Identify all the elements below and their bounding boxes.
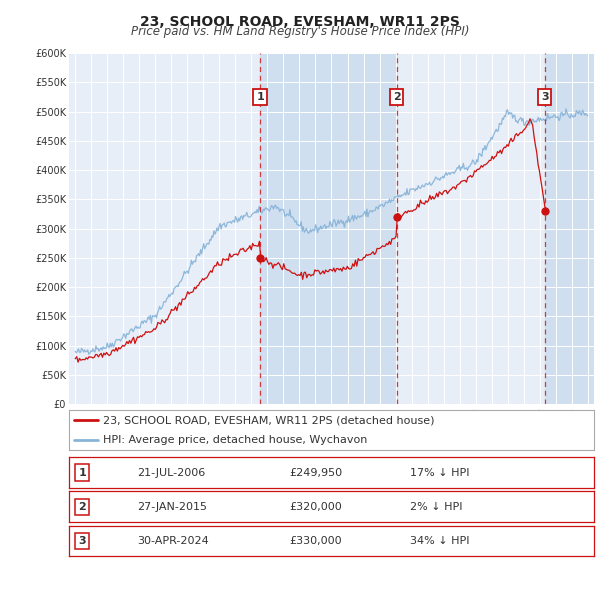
Text: 3: 3 — [79, 536, 86, 546]
Text: 17% ↓ HPI: 17% ↓ HPI — [410, 468, 470, 477]
Text: 3: 3 — [541, 92, 548, 102]
Text: 2: 2 — [393, 92, 401, 102]
Text: 23, SCHOOL ROAD, EVESHAM, WR11 2PS: 23, SCHOOL ROAD, EVESHAM, WR11 2PS — [140, 15, 460, 29]
Text: 34% ↓ HPI: 34% ↓ HPI — [410, 536, 470, 546]
Bar — [545, 53, 594, 404]
Text: 30-APR-2024: 30-APR-2024 — [137, 536, 209, 546]
Text: 23, SCHOOL ROAD, EVESHAM, WR11 2PS (detached house): 23, SCHOOL ROAD, EVESHAM, WR11 2PS (deta… — [103, 415, 434, 425]
Text: 1: 1 — [78, 468, 86, 477]
Bar — [260, 53, 397, 404]
Text: 27-JAN-2015: 27-JAN-2015 — [137, 502, 207, 512]
Text: 2% ↓ HPI: 2% ↓ HPI — [410, 502, 463, 512]
Text: 2: 2 — [78, 502, 86, 512]
Text: 1: 1 — [256, 92, 264, 102]
Text: £320,000: £320,000 — [290, 502, 342, 512]
Text: HPI: Average price, detached house, Wychavon: HPI: Average price, detached house, Wych… — [103, 435, 367, 445]
Text: Price paid vs. HM Land Registry's House Price Index (HPI): Price paid vs. HM Land Registry's House … — [131, 25, 469, 38]
Text: 21-JUL-2006: 21-JUL-2006 — [137, 468, 205, 477]
Text: £249,950: £249,950 — [290, 468, 343, 477]
Text: £330,000: £330,000 — [290, 536, 342, 546]
